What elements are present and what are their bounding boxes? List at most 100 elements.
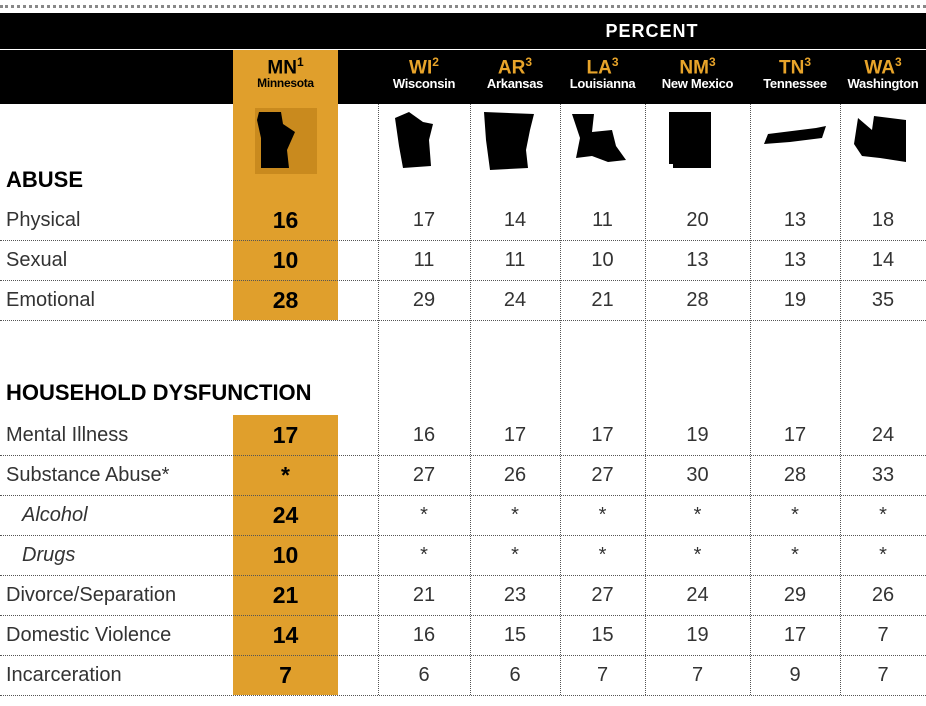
state-code: NM3 xyxy=(645,56,750,77)
value-cell: 13 xyxy=(783,208,807,231)
column-header: WA3 Washington xyxy=(840,56,926,100)
value-cell: 35 xyxy=(871,288,895,311)
state-code: MN1 xyxy=(233,56,338,77)
row-rule xyxy=(0,280,926,281)
state-silhouette xyxy=(568,110,638,172)
mn-column xyxy=(233,50,338,320)
row-label: Sexual xyxy=(6,248,68,271)
value-cell: 20 xyxy=(686,208,709,231)
code-text: LA xyxy=(586,57,612,79)
code-text: WA xyxy=(864,57,895,79)
value-cell: 21 xyxy=(412,583,436,606)
value-cell: 14 xyxy=(871,248,895,271)
column-divider xyxy=(750,104,751,695)
value-cell: 27 xyxy=(412,463,436,486)
code-text: NM xyxy=(679,57,709,79)
code-text: AR xyxy=(497,57,526,79)
footnote-mark: 3 xyxy=(708,55,716,69)
state-name: Wisconsin xyxy=(392,76,456,92)
row-label: Drugs xyxy=(22,543,76,566)
value-cell: * xyxy=(598,543,607,566)
value-cell: 27 xyxy=(591,463,614,486)
row-label: Mental Illness xyxy=(6,423,129,446)
value-cell: 17 xyxy=(783,623,807,646)
code-text: MN xyxy=(267,57,297,79)
value-cell: 28 xyxy=(783,463,807,486)
state-icon xyxy=(484,112,534,170)
state-silhouette xyxy=(480,110,550,172)
state-outline xyxy=(854,116,906,162)
value-cell: 17 xyxy=(412,208,436,231)
value-cell: * xyxy=(791,543,799,566)
state-outline xyxy=(484,112,534,170)
column-header-bar xyxy=(0,50,926,104)
footnote-mark: 2 xyxy=(432,55,439,69)
state-outline xyxy=(668,112,711,168)
value-cell: 7 xyxy=(596,663,609,686)
value-cell: 21 xyxy=(591,288,614,311)
row-rule xyxy=(0,695,926,696)
row-rule xyxy=(0,535,926,536)
state-outline xyxy=(764,126,826,144)
row-rule xyxy=(0,615,926,616)
row-rule xyxy=(0,455,926,456)
column-divider xyxy=(560,104,561,695)
state-outline xyxy=(256,112,295,168)
value-cell: 16 xyxy=(412,623,436,646)
value-cell: 33 xyxy=(871,463,895,486)
state-icon xyxy=(256,112,295,168)
footnote-mark: 3 xyxy=(894,55,902,69)
state-icon xyxy=(764,126,826,144)
value-cell: 13 xyxy=(783,248,807,271)
value-cell: * xyxy=(420,543,428,566)
state-name: Tennessee xyxy=(763,76,827,92)
state-icon xyxy=(571,114,626,162)
value-cell: 10 xyxy=(272,246,299,273)
value-cell: * xyxy=(281,461,290,488)
value-cell: 15 xyxy=(503,623,527,646)
state-name: Washington xyxy=(847,76,919,92)
row-label: Divorce/Separation xyxy=(6,583,177,606)
footnote-mark: 1 xyxy=(296,55,304,69)
value-cell: 13 xyxy=(686,248,709,271)
value-cell: * xyxy=(693,503,702,526)
state-name: New Mexico xyxy=(661,76,734,92)
value-cell: 11 xyxy=(504,248,526,271)
value-cell: 17 xyxy=(591,423,614,446)
section-title: HOUSEHOLD DYSFUNCTION xyxy=(6,379,312,405)
row-rule xyxy=(0,655,926,656)
row-rule xyxy=(0,320,926,321)
row-label: Alcohol xyxy=(22,503,88,526)
row-label: Substance Abuse* xyxy=(6,463,170,486)
value-cell: 7 xyxy=(877,623,889,646)
state-silhouette xyxy=(389,110,459,172)
value-cell: 6 xyxy=(509,663,521,686)
top-rule xyxy=(0,5,926,8)
footnote-mark: 3 xyxy=(525,55,533,69)
column-header: NM3 New Mexico xyxy=(645,56,750,100)
value-cell: 18 xyxy=(871,208,895,231)
value-cell: 7 xyxy=(279,661,292,688)
value-cell: 27 xyxy=(591,583,614,606)
value-cell: 11 xyxy=(413,248,435,271)
value-cell: 14 xyxy=(272,621,299,648)
value-cell: 16 xyxy=(272,206,299,233)
column-divider xyxy=(645,104,646,695)
value-cell: * xyxy=(511,543,519,566)
row-label: Physical xyxy=(6,208,81,231)
column-header: TN3 Tennessee xyxy=(750,56,840,100)
value-cell: 26 xyxy=(503,463,527,486)
row-label: Domestic Violence xyxy=(6,623,172,646)
state-silhouette xyxy=(663,110,733,172)
value-cell: 9 xyxy=(789,663,801,686)
column-divider xyxy=(470,104,471,695)
state-silhouette xyxy=(251,110,321,172)
code-text: WI xyxy=(409,57,433,79)
state-code: WA3 xyxy=(840,56,926,77)
value-cell: 28 xyxy=(272,286,299,313)
value-cell: 10 xyxy=(591,248,614,271)
value-cell: 7 xyxy=(877,663,889,686)
value-cell: 29 xyxy=(412,288,436,311)
state-outline xyxy=(395,112,433,168)
